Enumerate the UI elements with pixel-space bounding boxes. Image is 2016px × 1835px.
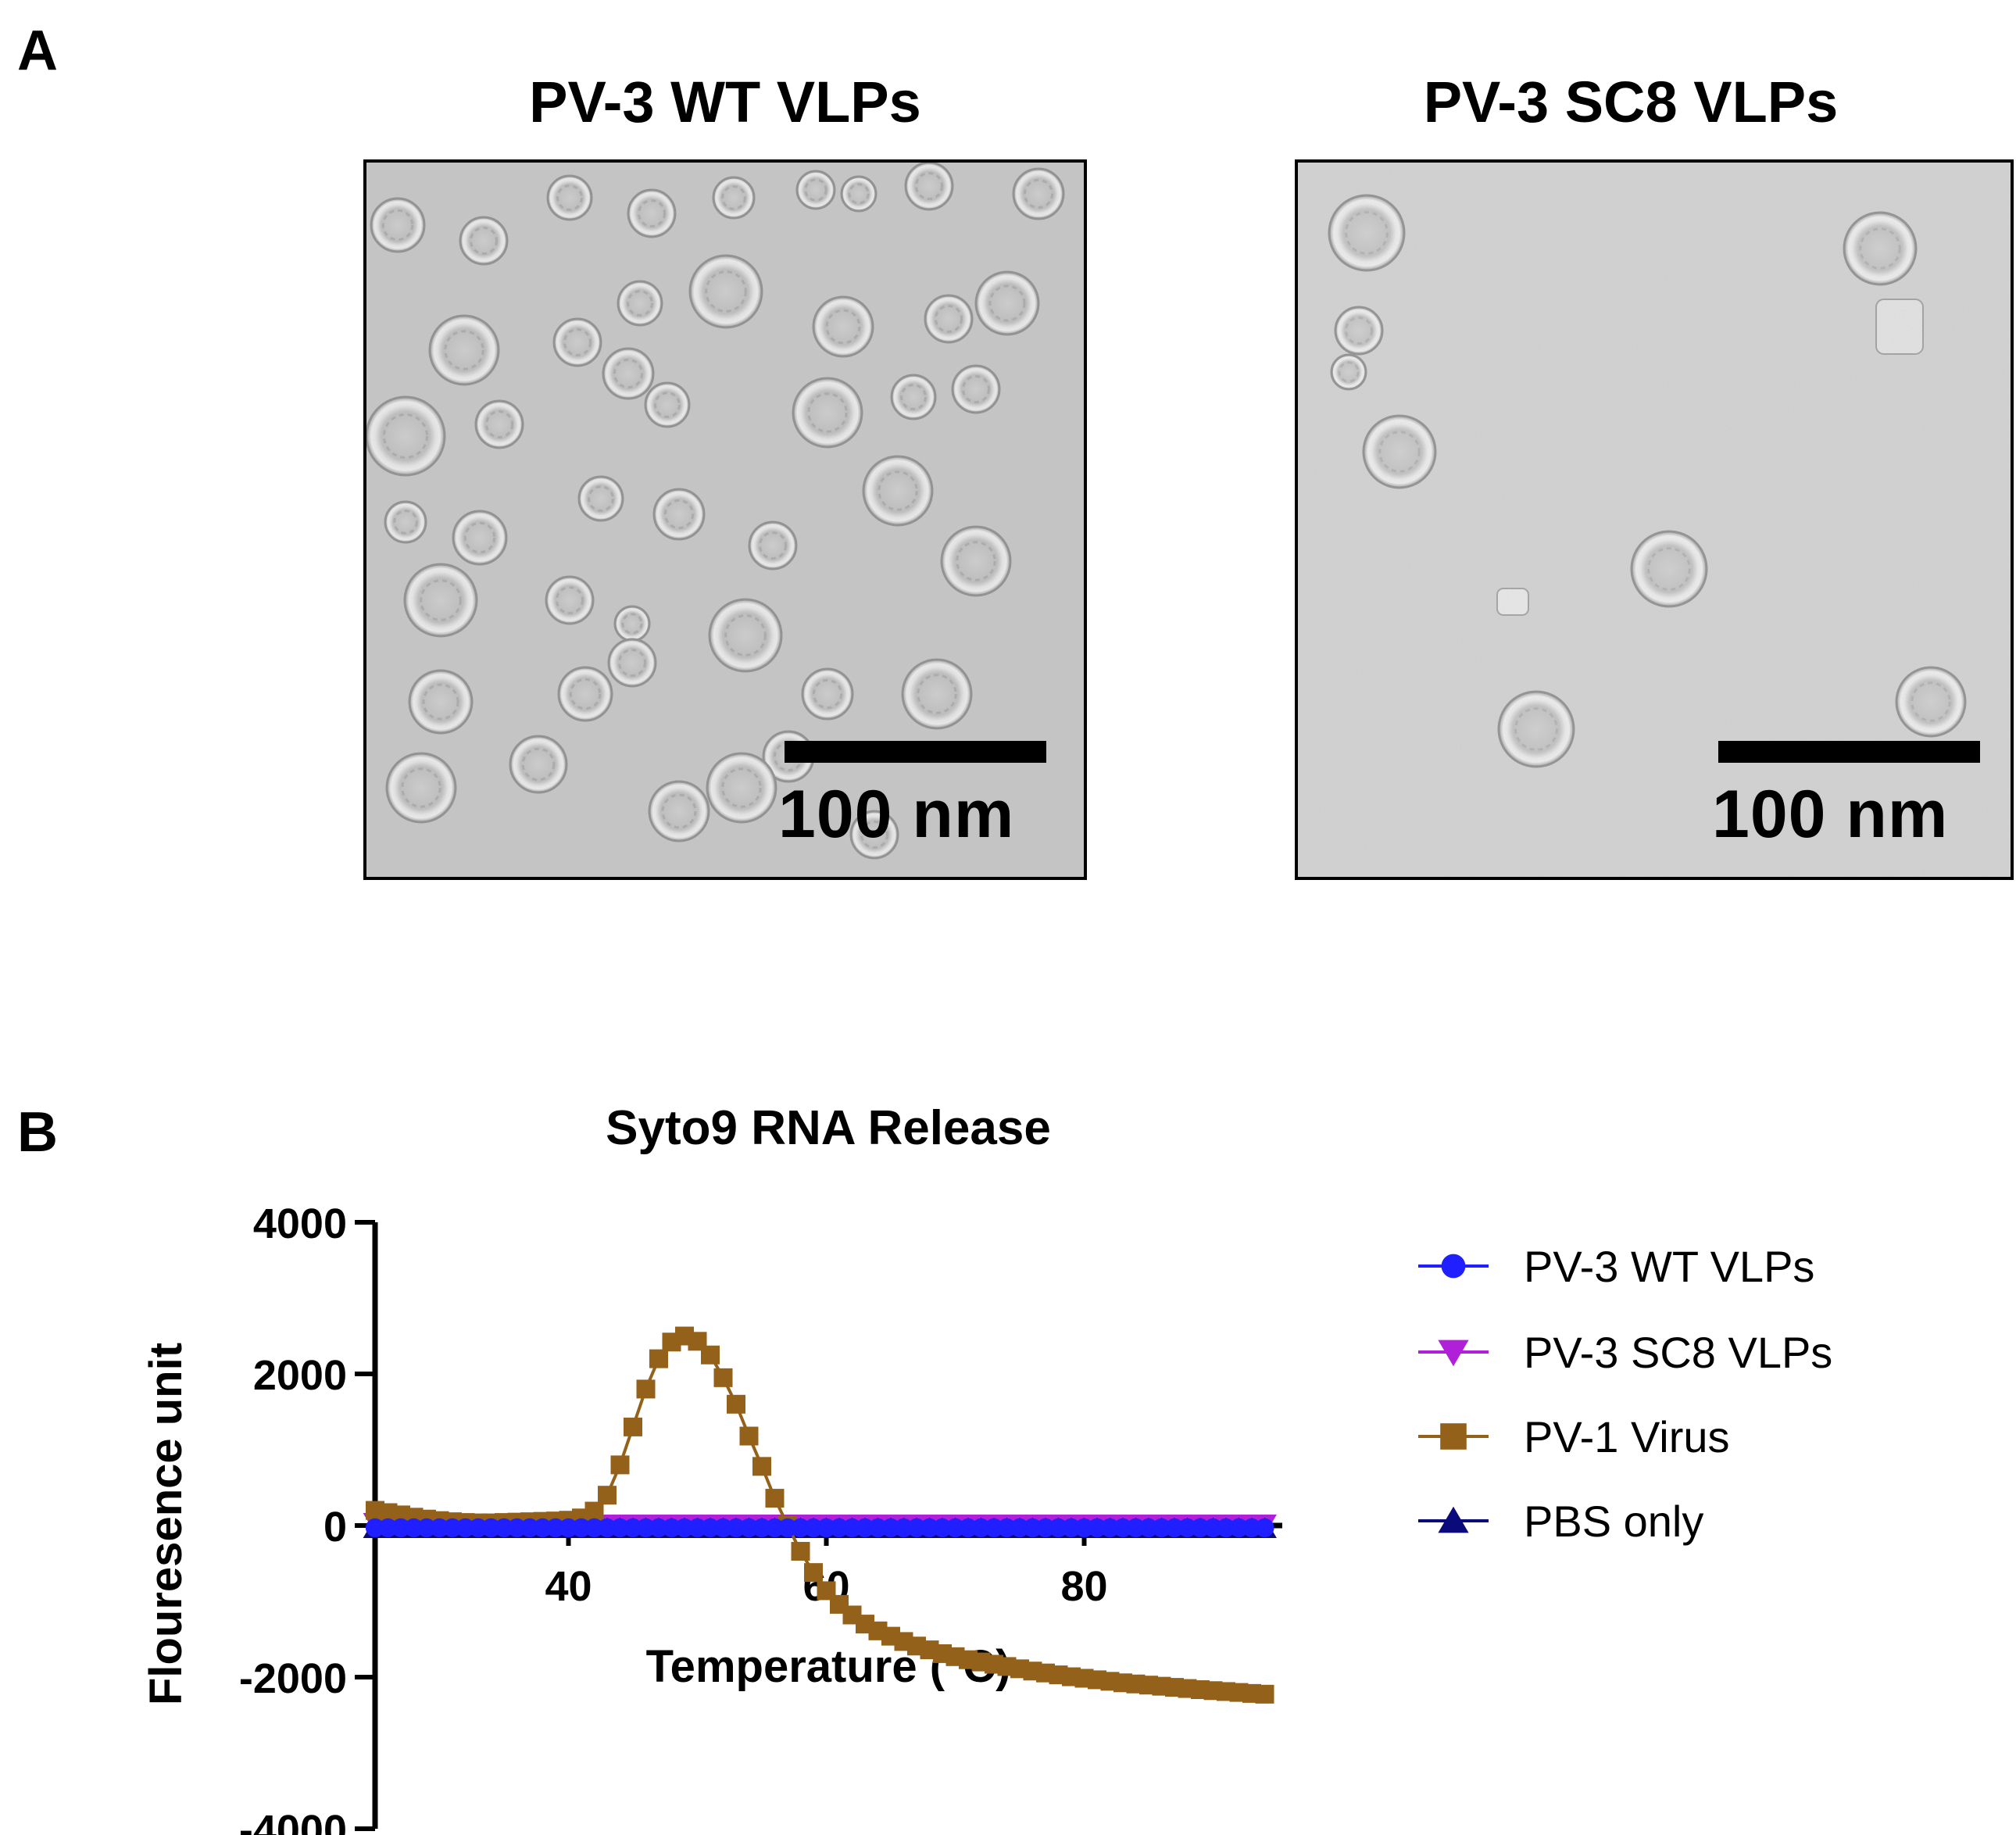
scale-label-wt: 100 nm (778, 777, 1015, 852)
y-tick-label: -2000 (239, 1655, 347, 1702)
data-point (649, 1349, 668, 1368)
tem-image-wt: 100 nm (363, 159, 1087, 880)
legend-item: PV-3 WT VLPs (1418, 1242, 1814, 1291)
y-tick-label: -4000 (239, 1807, 347, 1835)
legend-marker (1440, 1423, 1467, 1450)
data-point (739, 1426, 759, 1446)
data-point (584, 1501, 604, 1521)
data-point (610, 1455, 630, 1475)
tem-micrograph-sc8 (1298, 163, 2011, 877)
scale-label-sc8: 100 nm (1712, 777, 1949, 852)
data-point (624, 1417, 642, 1436)
legend-marker (1441, 1254, 1466, 1279)
legend-label: PV-3 SC8 VLPs (1524, 1328, 1832, 1377)
scale-bar-wt (785, 741, 1046, 763)
series-pv-3-wt-vlps (365, 1518, 1274, 1538)
tem-title-wt: PV-3 WT VLPs (529, 70, 921, 134)
data-point (752, 1457, 771, 1476)
legend-marker (1438, 1340, 1469, 1367)
legend-label: PV-3 WT VLPs (1524, 1242, 1814, 1291)
legend-marker (1438, 1506, 1469, 1533)
y-tick-label: 4000 (253, 1200, 347, 1247)
tem-micrograph-wt (366, 163, 1084, 877)
y-axis-label: Flouresence unit (141, 1343, 191, 1705)
y-tick-label: 2000 (253, 1352, 347, 1399)
data-point (636, 1379, 656, 1399)
data-point (791, 1541, 810, 1561)
panel-b-letter: B (17, 1101, 58, 1164)
x-tick-label: 80 (1060, 1563, 1107, 1610)
data-point (713, 1368, 733, 1387)
scale-bar-sc8 (1718, 741, 1980, 763)
legend-label: PBS only (1524, 1497, 1703, 1546)
data-point (598, 1486, 617, 1505)
legend-item: PV-3 SC8 VLPs (1418, 1328, 1832, 1377)
y-tick-label: 0 (323, 1504, 347, 1551)
legend-item: PV-1 Virus (1418, 1412, 1730, 1461)
tem-title-sc8: PV-3 SC8 VLPs (1423, 70, 1839, 134)
data-point (804, 1563, 823, 1583)
data-point (701, 1345, 720, 1365)
data-point (727, 1394, 745, 1414)
x-tick-label: 40 (545, 1563, 592, 1610)
legend-label: PV-1 Virus (1524, 1412, 1730, 1461)
legend-item: PBS only (1418, 1497, 1703, 1546)
panel-a-letter: A (17, 20, 58, 82)
data-point (765, 1489, 785, 1508)
chart-title: Syto9 RNA Release (606, 1101, 1051, 1155)
data-point (1255, 1518, 1274, 1538)
data-point (1255, 1684, 1274, 1704)
tem-image-sc8: 100 nm (1295, 159, 2014, 880)
